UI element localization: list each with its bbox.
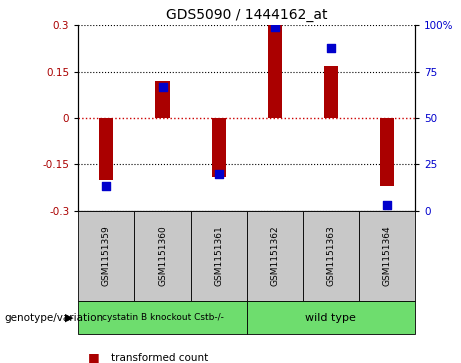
Bar <box>155 81 170 118</box>
Text: GSM1151364: GSM1151364 <box>382 225 391 286</box>
Text: wild type: wild type <box>305 313 356 323</box>
Bar <box>380 118 394 186</box>
Text: GSM1151359: GSM1151359 <box>102 225 111 286</box>
Text: ▶: ▶ <box>65 313 74 323</box>
Text: GSM1151363: GSM1151363 <box>326 225 335 286</box>
Text: genotype/variation: genotype/variation <box>5 313 104 323</box>
Text: GSM1151360: GSM1151360 <box>158 225 167 286</box>
Point <box>159 83 166 89</box>
Point <box>271 24 278 30</box>
Bar <box>212 118 225 177</box>
Point <box>215 171 222 176</box>
Text: GSM1151361: GSM1151361 <box>214 225 223 286</box>
Point <box>103 184 110 189</box>
Bar <box>100 118 113 180</box>
Point <box>383 202 390 208</box>
Text: cystatin B knockout Cstb-/-: cystatin B knockout Cstb-/- <box>101 313 224 322</box>
Bar <box>268 25 282 118</box>
Text: transformed count: transformed count <box>111 352 208 363</box>
Text: GSM1151362: GSM1151362 <box>270 225 279 286</box>
Text: ■: ■ <box>88 351 99 363</box>
Bar <box>324 65 338 118</box>
Point <box>327 45 334 50</box>
Title: GDS5090 / 1444162_at: GDS5090 / 1444162_at <box>166 8 327 22</box>
